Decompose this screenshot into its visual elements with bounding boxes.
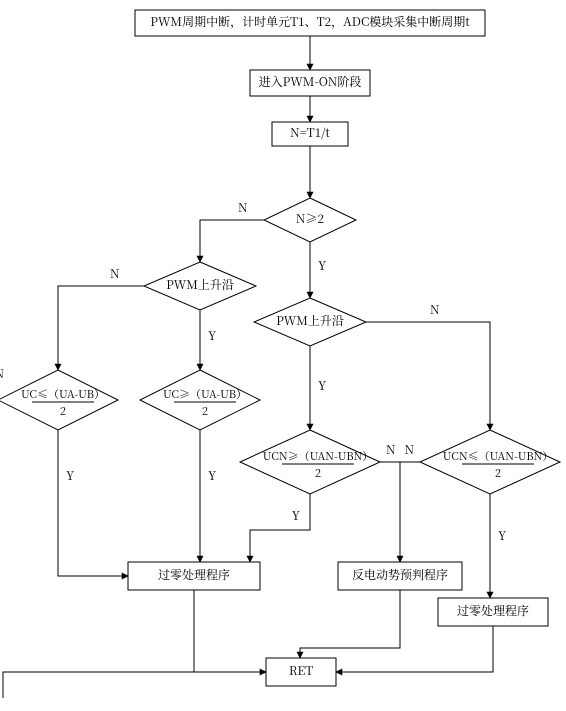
node-d-pwmR-label: PWM上升沿 xyxy=(276,312,344,329)
node-d-ucnge-bot: 2 xyxy=(315,465,321,481)
node-prejudge-label: 反电动势预判程序 xyxy=(352,566,448,583)
node-d-ucle-bot: 2 xyxy=(60,403,66,419)
edge xyxy=(200,220,264,262)
node-top-label: PWM周期中断，计时单元T1、T2，ADC模块采集中断周期t xyxy=(150,13,470,30)
node-d-pwmL-label: PWM上升沿 xyxy=(166,276,234,293)
node-enter-label: 进入PWM-ON阶段 xyxy=(259,73,362,90)
edge-label: Y xyxy=(318,377,327,394)
edge-label: Y xyxy=(498,527,507,544)
edge-label: N xyxy=(386,441,396,458)
node-d-ucge-bot: 2 xyxy=(202,403,208,419)
node-zeroR-label: 过零处理程序 xyxy=(457,602,529,619)
node-calc-label: N=T1/t xyxy=(290,124,330,141)
edge xyxy=(336,626,493,672)
edge-label: Y xyxy=(292,507,301,524)
node-d-ucnge-top: UCN≥（UAN-UBN） xyxy=(263,448,373,464)
edge xyxy=(58,286,144,370)
edge xyxy=(300,590,400,658)
node-d-ucnle-bot: 2 xyxy=(495,465,501,481)
edge-label: N xyxy=(430,301,440,318)
edge xyxy=(58,430,128,576)
edge-label: Y xyxy=(318,257,327,274)
node-d-ucge-top: UC≥（UA-UB） xyxy=(163,386,247,402)
edge xyxy=(366,322,490,430)
node-d-ucnle-top: UCN≤（UAN-UBN） xyxy=(443,448,553,464)
edge xyxy=(3,672,266,698)
edge-label: Y xyxy=(66,467,75,484)
edge-label: Y xyxy=(208,467,217,484)
edge-label: N xyxy=(404,441,414,458)
node-ret-label: RET xyxy=(289,662,313,679)
edge xyxy=(194,590,266,672)
node-zeroL-label: 过零处理程序 xyxy=(158,566,230,583)
edge-label: N xyxy=(110,265,120,282)
edge xyxy=(250,494,310,562)
flowchart: PWM周期中断，计时单元T1、T2，ADC模块采集中断周期t 进入PWM-ON阶… xyxy=(0,0,566,711)
node-d-n2-label: N≥2 xyxy=(296,210,325,227)
node-d-ucle-top: UC≤（UA-UB） xyxy=(21,386,105,402)
edge-label: N xyxy=(0,365,4,382)
edge-label: N xyxy=(238,199,248,216)
edge-label: Y xyxy=(208,327,217,344)
